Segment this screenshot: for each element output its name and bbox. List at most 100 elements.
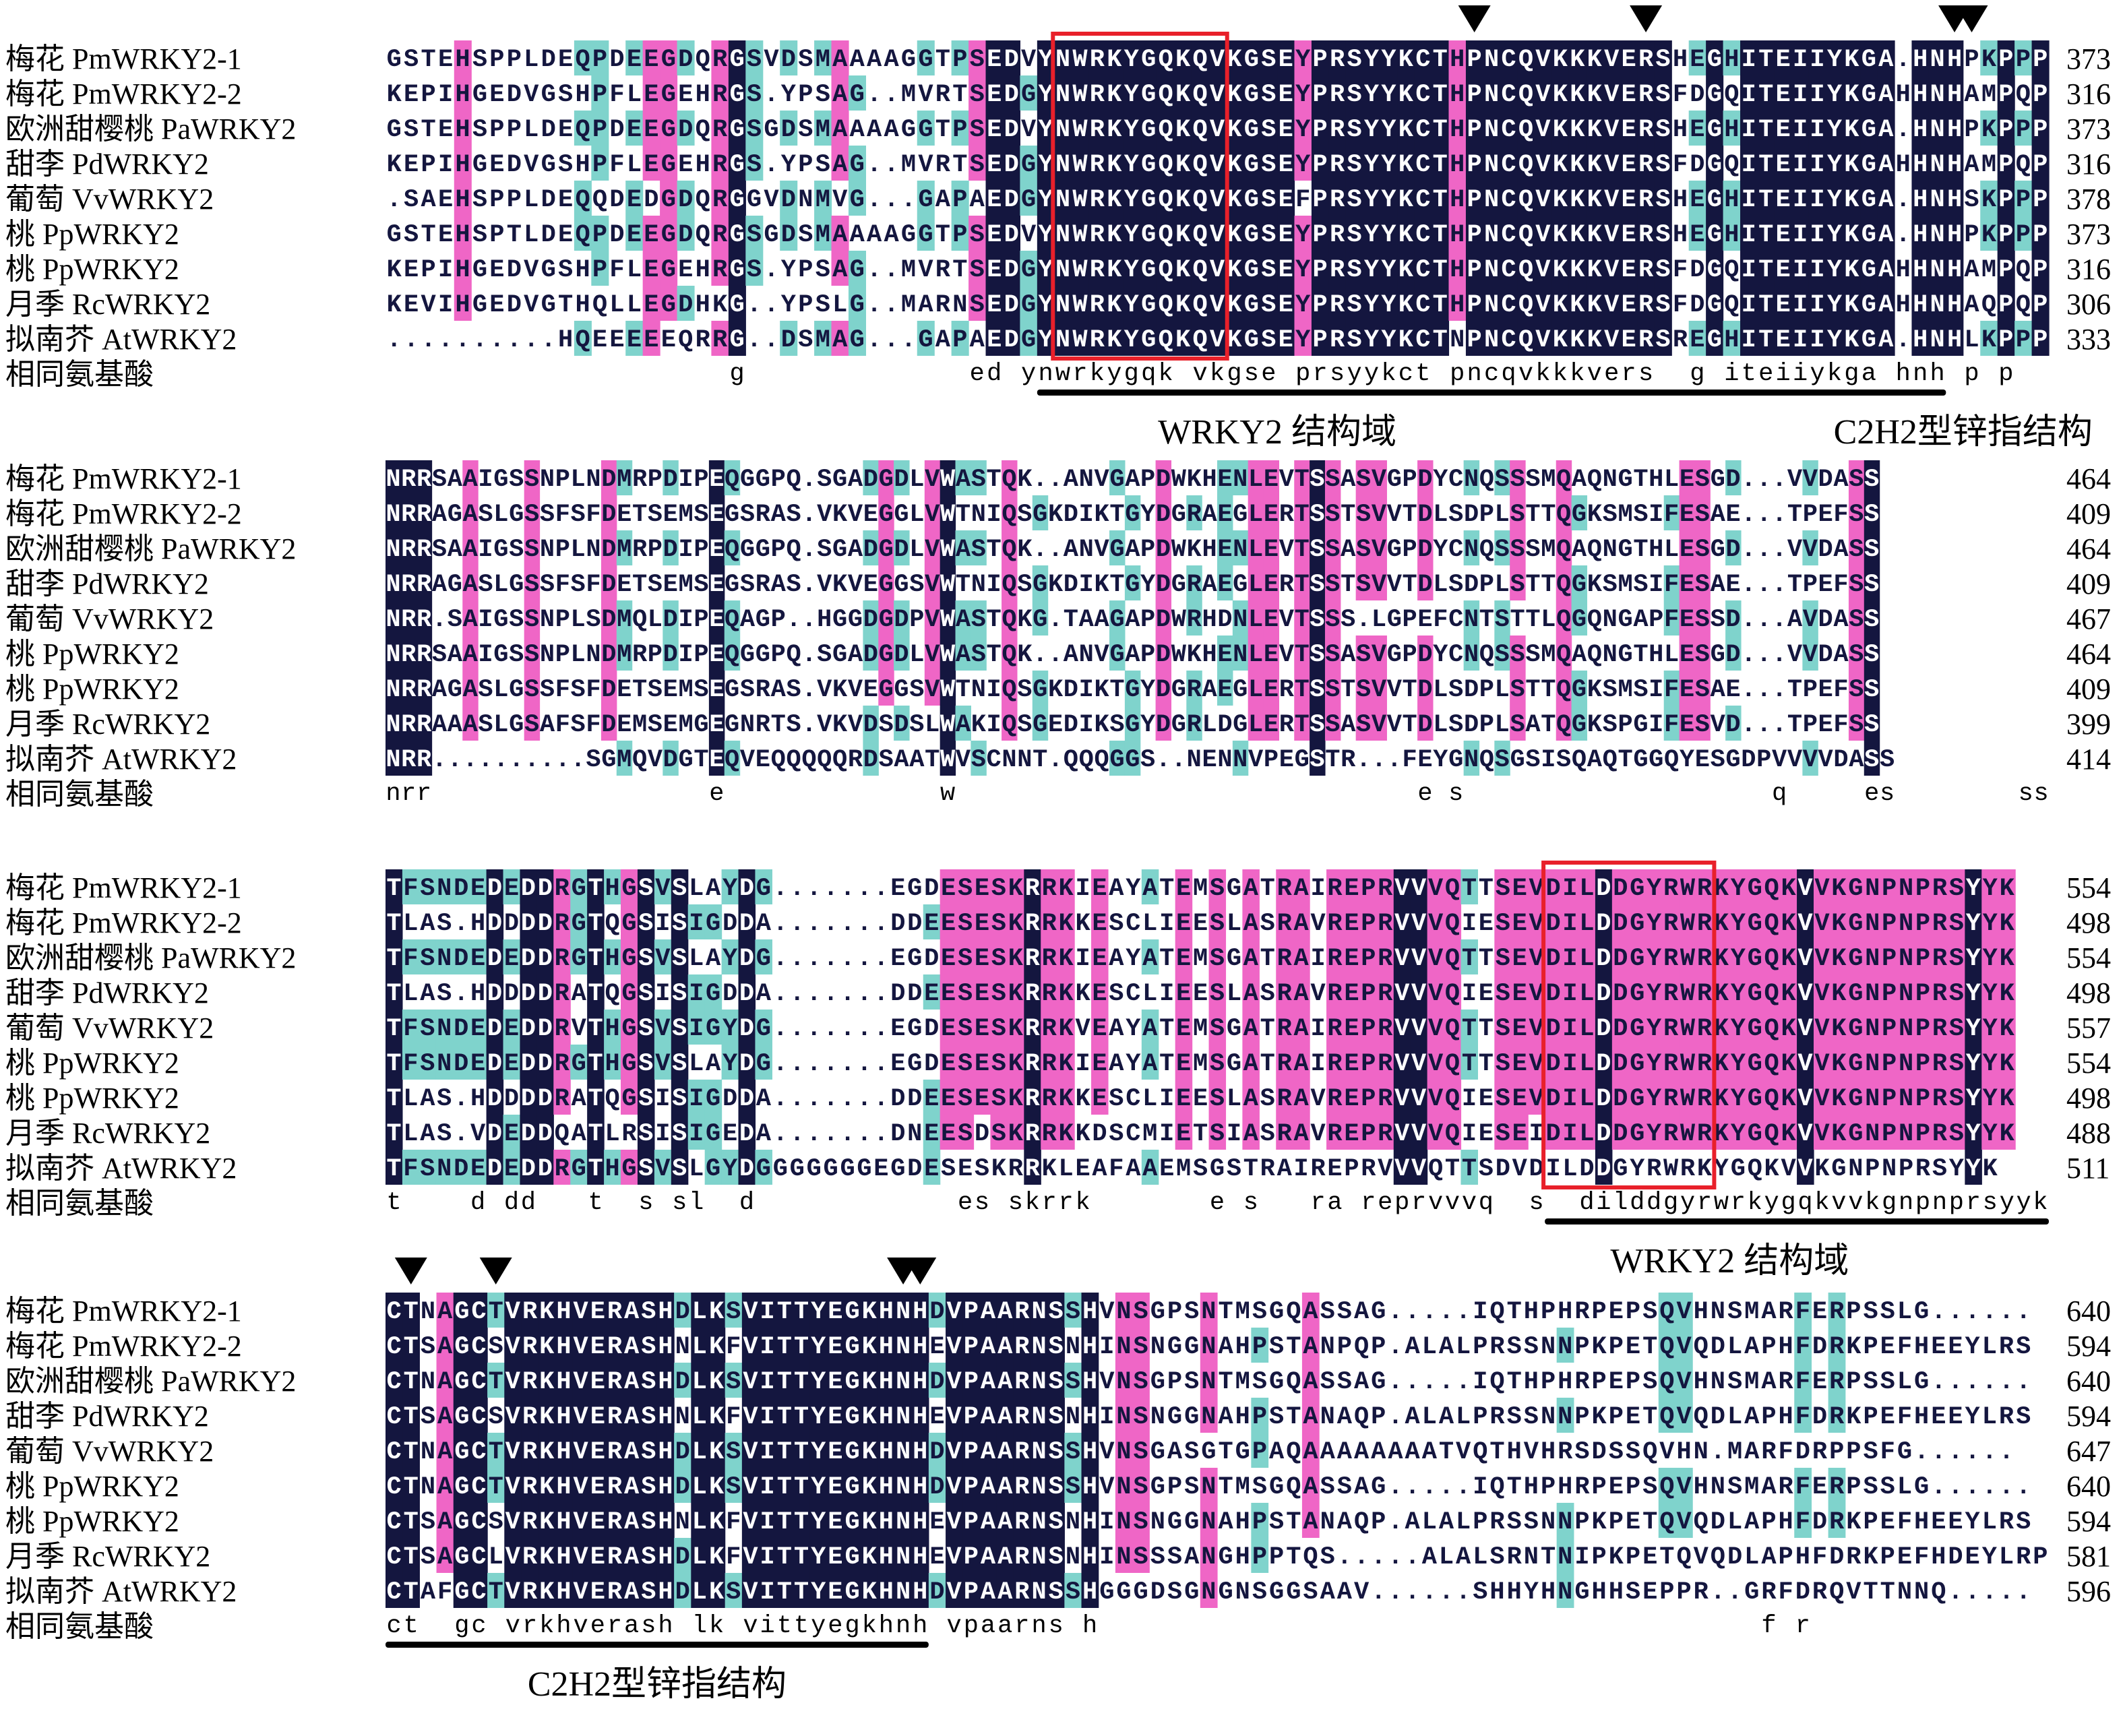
residue: H	[658, 1368, 673, 1396]
residue: T	[1525, 571, 1540, 599]
residue: T	[956, 571, 971, 599]
residue: S	[1849, 676, 1864, 704]
residue: G	[1630, 1050, 1644, 1078]
residue: W	[1680, 1050, 1696, 1078]
residue: .	[840, 1015, 855, 1043]
residue: E	[941, 1120, 956, 1148]
residue: S	[1134, 1333, 1148, 1361]
residue: F	[586, 711, 601, 739]
residue: P	[555, 536, 570, 564]
consensus-residue: n	[1467, 360, 1482, 388]
residue: D	[1417, 641, 1432, 669]
residue: G	[493, 641, 508, 669]
residue: K	[1697, 1155, 1713, 1183]
residue: W	[940, 571, 956, 599]
residue: H	[1524, 1298, 1539, 1326]
residue: .	[807, 1085, 822, 1113]
residue: R	[1697, 945, 1713, 973]
residue: R	[1915, 1155, 1931, 1183]
residue: R	[1663, 875, 1679, 903]
residue: A	[956, 711, 971, 739]
residue: R	[1025, 1050, 1041, 1078]
residue: S	[1320, 1298, 1335, 1326]
residue: Y	[1966, 875, 1981, 903]
residue: K	[1059, 875, 1074, 903]
residue: S	[1260, 980, 1275, 1008]
residue: V	[1210, 46, 1225, 74]
residue: P	[2033, 151, 2048, 179]
residue: K	[1227, 186, 1242, 214]
conservation-cell	[745, 251, 764, 286]
residue: P	[1998, 291, 2013, 319]
sequence-name: 梅花 PmWRKY2-1	[5, 871, 242, 904]
residue: I	[1075, 875, 1090, 903]
conservation-cell	[677, 181, 695, 216]
consensus-residue: k	[1748, 1189, 1762, 1217]
residue: S	[558, 81, 573, 109]
residue: .	[1741, 711, 1756, 739]
residue: A	[1878, 221, 1894, 249]
residue: P	[1882, 1015, 1897, 1043]
conservation-cell	[728, 286, 746, 321]
residue: E	[627, 116, 642, 144]
residue: E	[644, 116, 658, 144]
residue: V	[1787, 466, 1803, 494]
residue: D	[1725, 466, 1740, 494]
conservation-cell	[728, 111, 746, 146]
residue: S	[991, 1015, 1006, 1043]
residue: S	[991, 945, 1006, 973]
residue: S	[586, 746, 601, 774]
residue: .	[404, 326, 419, 354]
residue: Q	[555, 1120, 570, 1148]
consensus-residue: r	[1697, 1189, 1712, 1217]
residue: S	[1495, 536, 1510, 564]
residue: Y	[722, 1050, 738, 1078]
residue: I	[1742, 46, 1756, 74]
residue: S	[648, 711, 663, 739]
residue: V	[947, 1333, 962, 1361]
residue: L	[1579, 910, 1594, 938]
residue: K	[1587, 711, 1603, 739]
residue: E	[1622, 46, 1636, 74]
residue: S	[817, 641, 832, 669]
residue: G	[1862, 256, 1876, 284]
residue: Y	[1647, 1015, 1662, 1043]
residue: G	[1021, 186, 1036, 214]
residue: G	[879, 676, 894, 704]
residue: E	[1776, 116, 1791, 144]
residue: T	[1433, 221, 1448, 249]
residue: N	[1899, 1050, 1913, 1078]
residue: M	[679, 711, 694, 739]
residue: I	[1742, 116, 1756, 144]
residue: .	[421, 326, 436, 354]
residue: S	[648, 501, 663, 529]
residue: I	[987, 571, 1002, 599]
residue: I	[689, 1085, 704, 1113]
residue: .	[801, 571, 816, 599]
residue: M	[1193, 1015, 1208, 1043]
residue: R	[1663, 980, 1679, 1008]
residue: P	[1964, 116, 1979, 144]
residue: Q	[605, 980, 619, 1008]
residue: R	[1378, 1015, 1393, 1043]
residue: M	[901, 256, 916, 284]
residue: P	[555, 466, 570, 494]
residue: P	[1467, 326, 1482, 354]
residue: I	[478, 466, 493, 494]
residue: I	[1562, 1120, 1577, 1148]
residue: R	[1361, 1155, 1376, 1183]
residue: S	[672, 1120, 687, 1148]
residue: G	[1630, 1015, 1644, 1043]
residue: C	[1126, 910, 1140, 938]
residue: G	[1707, 186, 1722, 214]
residue: G	[1171, 501, 1186, 529]
residue: T	[507, 221, 522, 249]
residue: F	[555, 676, 570, 704]
residue: E	[709, 536, 724, 564]
residue: K	[862, 1298, 878, 1326]
residue: D	[1545, 1050, 1560, 1078]
residue: L	[1248, 501, 1263, 529]
residue: D	[454, 945, 468, 973]
residue: Y	[1827, 81, 1843, 109]
residue: A	[1202, 501, 1217, 529]
